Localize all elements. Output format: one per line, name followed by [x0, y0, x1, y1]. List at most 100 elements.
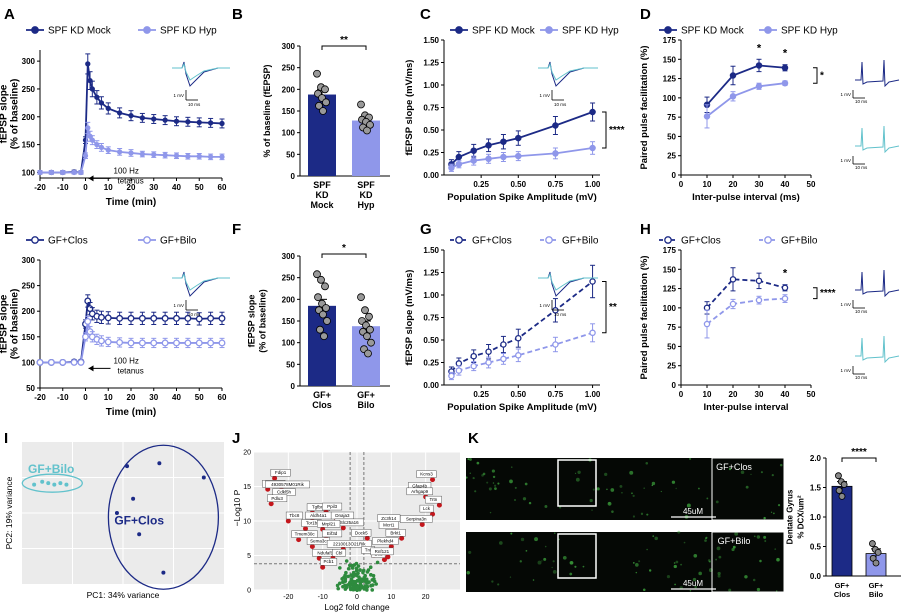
roi-box: [557, 459, 597, 507]
inset-ppf-trace: 1 mV 10 ms: [840, 269, 900, 314]
data-point: [82, 153, 89, 159]
data-point: [515, 134, 522, 142]
dcx-signal: [764, 540, 767, 543]
bar-point: [874, 549, 882, 556]
dcx-signal: [520, 537, 525, 542]
y-axis-title: fEPSP slope (mV/ms): [404, 60, 415, 156]
pca-point: [58, 481, 63, 486]
pca-point: [125, 464, 130, 469]
data-point: [173, 118, 180, 124]
y-tick-label: 10: [243, 519, 251, 526]
dcx-signal: [638, 560, 641, 563]
data-point: [552, 341, 559, 348]
dcx-signal: [522, 497, 527, 501]
category-label: KD: [360, 190, 373, 200]
data-point: [500, 153, 507, 161]
volcano-point-ns: [374, 582, 378, 586]
data-point: [162, 117, 168, 123]
y-axis-title-line: Dentate Gyrus: [786, 489, 795, 544]
y-tick-label: 0: [672, 381, 677, 390]
dcx-signal: [776, 557, 780, 562]
panel-label-h: H: [640, 221, 651, 238]
legend-marker: [764, 236, 772, 244]
x-tick-label: 0: [83, 393, 88, 402]
panel-a-ltp-timecourse: SPF KD Mock SPF KD Hyp100150200250300-20-…: [0, 26, 230, 208]
dcx-signal: [674, 583, 676, 586]
trace-1: [172, 271, 230, 297]
dcx-signal: [677, 530, 681, 534]
y-tick-label: 300: [22, 57, 36, 66]
y-tick-label: 200: [282, 295, 296, 304]
pca-point: [157, 461, 162, 466]
bar-point: [319, 310, 327, 319]
data-point: [755, 62, 763, 69]
legend-marker: [455, 26, 463, 34]
volcano-point-ns: [347, 563, 352, 568]
dcx-signal: [648, 569, 652, 572]
data-point: [98, 144, 105, 151]
gene-label: Mcrt1: [383, 523, 395, 528]
gene-label: Gfap4b: [412, 483, 427, 488]
significance-bracket: [321, 45, 367, 50]
scale-text: 1 mV: [840, 302, 851, 307]
x-tick-label: -10: [57, 183, 69, 192]
gene-label: Cdkl5h: [277, 490, 292, 495]
data-point: [219, 120, 225, 127]
dcx-signal: [476, 461, 480, 465]
series-line: [706, 278, 786, 309]
significance-label: **: [340, 35, 348, 46]
y-tick-label: 0.00: [423, 381, 439, 390]
dcx-signal: [643, 487, 646, 490]
dcx-signal: [654, 536, 658, 541]
gene-label-box: [285, 511, 303, 520]
x-tick-label: -20: [283, 594, 293, 601]
dcx-signal: [779, 463, 783, 467]
y-tick-label: 1.25: [423, 59, 439, 68]
data-point: [89, 86, 95, 92]
dcx-signal: [611, 510, 614, 513]
dcx-signal: [717, 571, 721, 576]
dcx-signal: [652, 535, 655, 537]
y-tick-label: 1.00: [423, 291, 439, 300]
dcx-signal: [610, 488, 615, 492]
series-line: [706, 64, 786, 106]
legend-label: SPF KD Hyp: [781, 26, 838, 37]
scale-text: 1 mV: [173, 303, 184, 308]
volcano-point-ns: [361, 568, 366, 573]
axes: 0.00 0.25 0.50 0.75 1.00 1.25 1.50 0.25 0.50 0.75…: [423, 246, 600, 399]
dcx-signal: [491, 580, 494, 583]
bar-1: [308, 305, 336, 386]
category-label: KD: [316, 190, 329, 200]
legend-marker: [545, 236, 553, 244]
pca-point: [64, 482, 69, 487]
tetanus-label: tetanus: [118, 176, 144, 185]
y-tick-label: 200: [22, 113, 36, 122]
y-tick-label: 0.50: [423, 336, 439, 345]
inset-ppf-trace: 1 mV 10 ms: [840, 59, 900, 104]
bar-point: [364, 349, 372, 358]
gene-label: Pcb1: [324, 559, 335, 564]
data-point: [196, 153, 202, 159]
data-point: [729, 300, 737, 308]
x-tick-label: 0: [679, 390, 684, 399]
y-axis-title-line: (% of baseline): [10, 289, 21, 360]
dcx-signal: [666, 575, 671, 579]
dcx-signal: [544, 545, 547, 548]
y-tick-label: 125: [663, 75, 677, 84]
volcano-point-sig: [436, 502, 442, 508]
micrograph-background: [466, 532, 784, 592]
data-point: [173, 153, 180, 159]
dcx-signal: [569, 572, 573, 576]
dcx-signal: [553, 532, 556, 534]
bar-point: [322, 98, 330, 107]
category-label: GF+: [313, 390, 331, 400]
data-point: [515, 152, 522, 160]
micrograph-1: GF+Clos 45uM: [466, 457, 785, 521]
dcx-signal: [675, 487, 677, 490]
bar-point: [323, 317, 331, 325]
y-tick-label: 2.0: [810, 454, 822, 463]
x-tick-label: -20: [34, 183, 46, 192]
dcx-signal: [635, 571, 638, 574]
dcx-signal: [541, 560, 543, 562]
data-point: [703, 113, 711, 120]
